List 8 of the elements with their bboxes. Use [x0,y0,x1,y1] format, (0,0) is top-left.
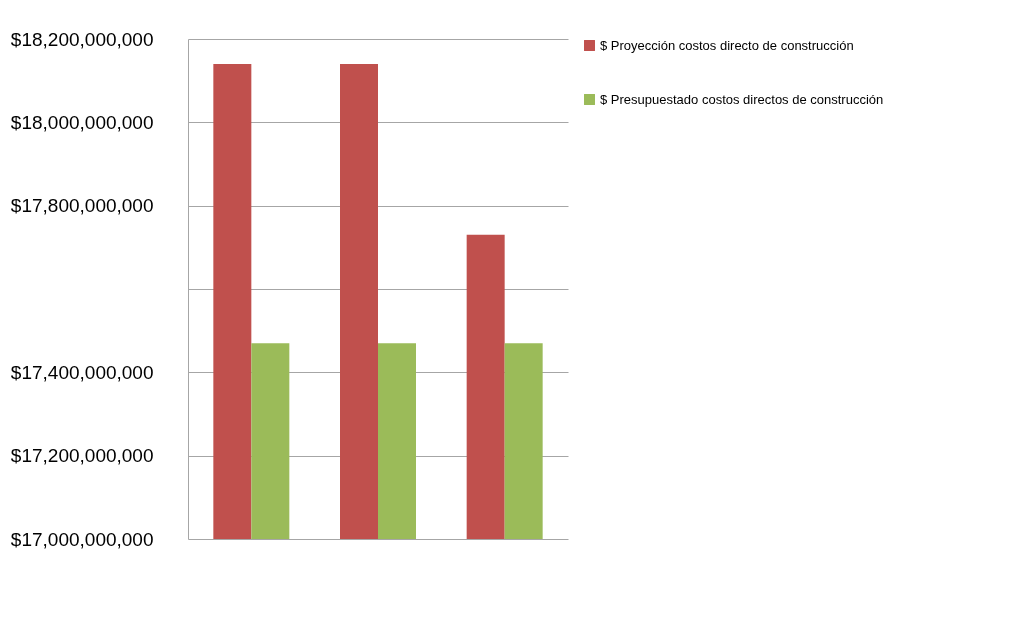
y-tick-label: $18,200,000,000 [10,28,154,50]
legend-label: $ Presupuestado costos directos de construcción [600,91,884,107]
y-tick-label: $17,800,000,000 [10,195,154,217]
legend-label: $ Proyección costos directo de construcción [600,37,854,53]
y-tick-label: $18,000,000,000 [10,111,154,133]
y-tick-label: $17,200,000,000 [10,445,154,467]
y-tick-label: $17,000,000,000 [10,528,154,550]
y-tick-label: $17,400,000,000 [10,361,154,383]
